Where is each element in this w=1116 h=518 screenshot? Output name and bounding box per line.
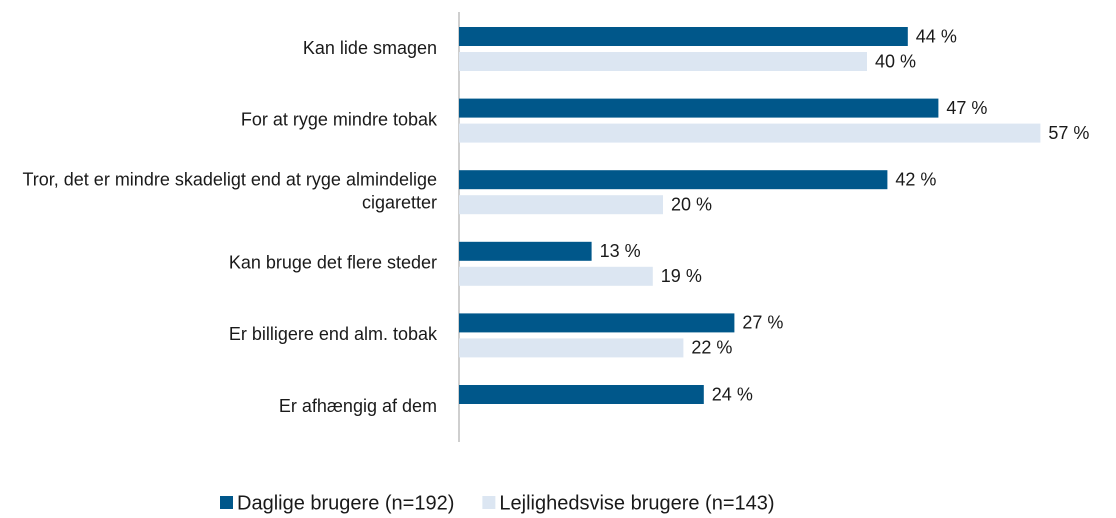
bar bbox=[459, 195, 663, 215]
category-label: For at ryge mindre tobak bbox=[241, 109, 438, 129]
bar bbox=[459, 266, 653, 286]
value-label: 22 % bbox=[691, 338, 732, 358]
bar bbox=[459, 338, 684, 358]
legend-label: Daglige brugere (n=192) bbox=[237, 492, 454, 514]
category-label: Er billigere end alm. tobak bbox=[229, 324, 438, 344]
value-label: 47 % bbox=[946, 98, 987, 118]
bar bbox=[459, 385, 704, 404]
legend-swatch bbox=[220, 496, 233, 509]
category-label: Kan bruge det flere steder bbox=[229, 253, 437, 273]
value-label: 27 % bbox=[742, 313, 783, 333]
value-label: 19 % bbox=[661, 266, 702, 286]
value-label: 40 % bbox=[875, 51, 916, 71]
value-label: 20 % bbox=[671, 194, 712, 214]
bar bbox=[459, 170, 888, 190]
bar bbox=[459, 313, 735, 333]
legend-label: Lejlighedsvise brugere (n=143) bbox=[499, 492, 774, 514]
bar bbox=[459, 98, 939, 118]
bar bbox=[459, 27, 908, 46]
value-label: 42 % bbox=[895, 169, 936, 189]
bar bbox=[459, 123, 1041, 143]
bar bbox=[459, 241, 592, 261]
value-label: 44 % bbox=[916, 26, 957, 46]
category-label: Kan lide smagen bbox=[303, 38, 437, 58]
legend-swatch bbox=[482, 496, 496, 509]
value-label: 24 % bbox=[712, 384, 753, 404]
value-label: 57 % bbox=[1048, 123, 1089, 143]
category-label: Tror, det er mindre skadeligt end at ryg… bbox=[22, 169, 437, 212]
bar bbox=[459, 52, 867, 71]
value-label: 13 % bbox=[600, 241, 641, 261]
category-label: Er afhængig af dem bbox=[279, 396, 437, 416]
